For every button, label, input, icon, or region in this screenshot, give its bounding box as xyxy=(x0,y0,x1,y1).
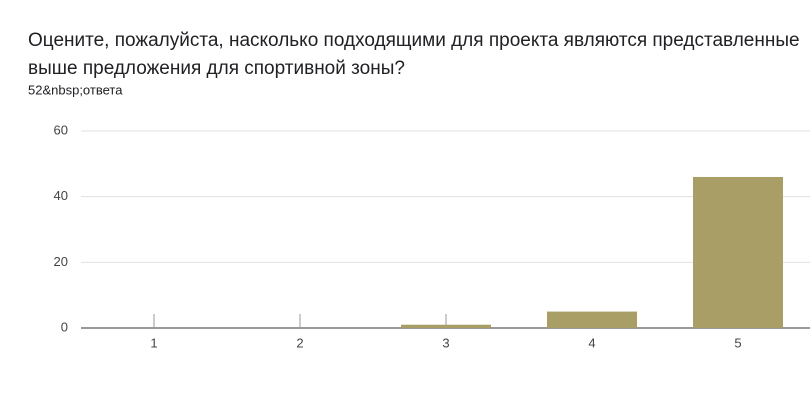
bar xyxy=(693,176,783,328)
chart-title: Оцените, пожалуйста, насколько подходящи… xyxy=(28,30,800,51)
chart-subtitle: 52&nbsp;ответа xyxy=(28,82,123,97)
y-tick-label: 0 xyxy=(61,319,68,334)
y-tick-label: 20 xyxy=(54,254,68,269)
x-tick-label: 2 xyxy=(296,335,303,350)
x-tick-label: 5 xyxy=(734,335,741,350)
x-tick-label: 1 xyxy=(150,335,157,350)
chart-title: выше предложения для спортивной зоны? xyxy=(28,58,405,79)
y-tick-label: 60 xyxy=(54,122,68,137)
bar xyxy=(547,311,637,328)
bar xyxy=(401,324,491,328)
y-tick-label: 40 xyxy=(54,188,68,203)
x-tick-label: 4 xyxy=(588,335,595,350)
x-tick-label: 3 xyxy=(442,335,449,350)
